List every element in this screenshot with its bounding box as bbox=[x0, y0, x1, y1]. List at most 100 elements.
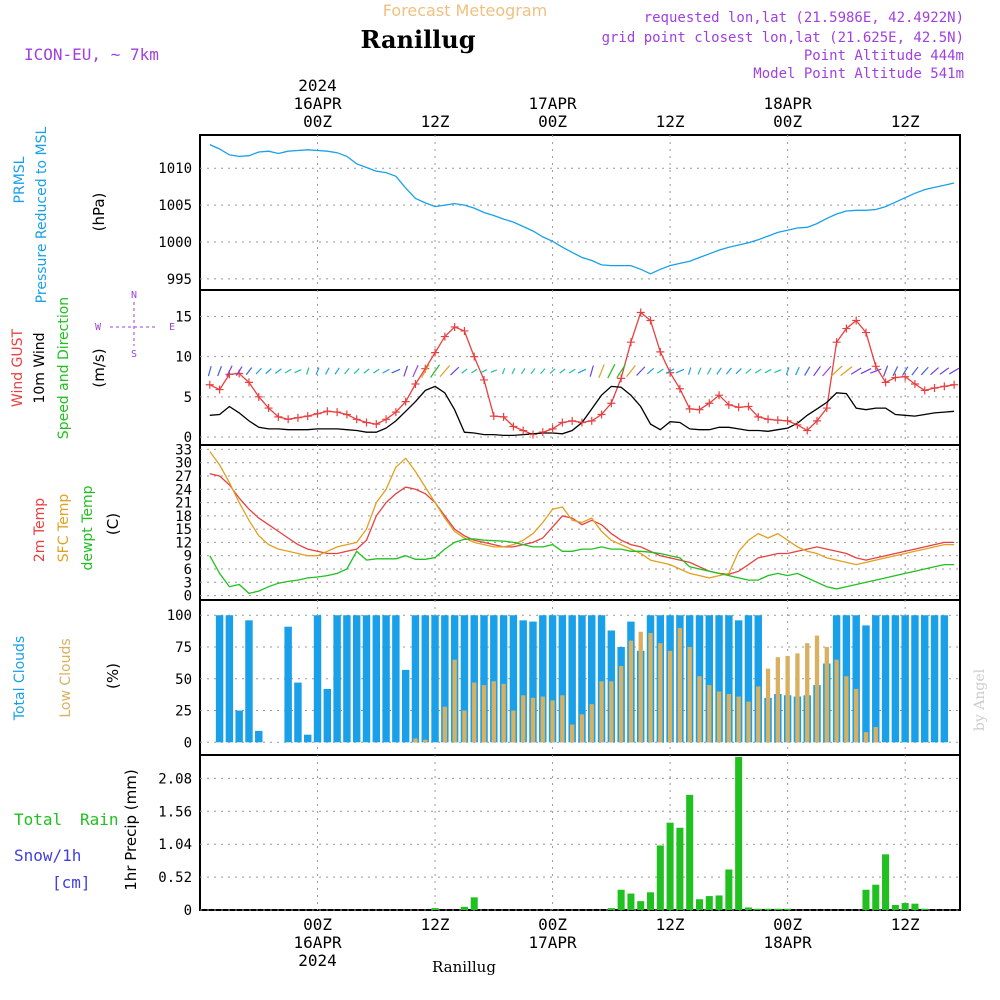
total-cloud-bar bbox=[519, 620, 527, 743]
gust-marker bbox=[607, 399, 616, 408]
rain-bar bbox=[744, 907, 752, 910]
gust-marker bbox=[274, 412, 283, 421]
wind-direction-arrow bbox=[471, 368, 478, 374]
wind-direction-arrow bbox=[511, 368, 516, 375]
low-cloud-bar bbox=[423, 739, 428, 743]
credit-watermark: by Angel bbox=[972, 668, 988, 731]
ytick-label-temperature: 33 bbox=[175, 442, 192, 458]
gust-marker bbox=[744, 402, 753, 411]
gust-marker bbox=[910, 379, 919, 388]
rain-bar bbox=[470, 897, 478, 910]
location-title: Ranillug bbox=[360, 25, 475, 54]
wind-direction-arrow bbox=[284, 368, 292, 374]
total-cloud-bar bbox=[313, 615, 322, 743]
wind-direction-arrow bbox=[461, 368, 468, 374]
total-cloud-bar bbox=[372, 615, 381, 743]
gust-marker bbox=[597, 410, 606, 419]
wind-direction-arrow bbox=[949, 367, 960, 375]
wind-direction-arrow bbox=[754, 368, 762, 374]
gust-marker bbox=[440, 332, 449, 341]
wind-direction-arrow bbox=[353, 368, 360, 375]
low-cloud-bar bbox=[521, 695, 526, 743]
low-cloud-bar bbox=[481, 685, 487, 743]
wind-direction-arrow bbox=[226, 365, 233, 377]
gust-marker bbox=[715, 391, 724, 400]
rain-bar bbox=[676, 827, 684, 910]
wind-direction-arrow bbox=[911, 366, 919, 376]
wind-direction-arrow bbox=[540, 368, 546, 375]
low-cloud-bar bbox=[716, 691, 722, 743]
ytick-label-temperature: 9 bbox=[184, 549, 192, 565]
low-cloud-bar bbox=[658, 643, 663, 743]
gust-marker bbox=[254, 392, 263, 401]
low-cloud-bar bbox=[638, 631, 643, 743]
low-cloud-bar bbox=[648, 633, 653, 743]
gust-marker bbox=[881, 378, 890, 387]
total-cloud-bar bbox=[588, 615, 596, 743]
gust-marker bbox=[734, 403, 743, 412]
total-cloud-bar bbox=[558, 615, 567, 743]
compass-w: W bbox=[95, 322, 102, 333]
ytick-label-clouds: 25 bbox=[175, 704, 192, 720]
top-time-label: 12Z bbox=[891, 112, 920, 131]
low-cloud-bar bbox=[540, 696, 545, 743]
total-cloud-bar bbox=[705, 615, 713, 743]
rain-bar bbox=[617, 889, 625, 910]
low-cloud-bar bbox=[805, 643, 810, 743]
gust-marker bbox=[460, 326, 469, 335]
wind-direction-arrow bbox=[607, 363, 616, 379]
low-cloud-bar bbox=[697, 676, 702, 743]
ytick-label-temperature: 21 bbox=[175, 496, 192, 512]
ytick-label-temperature: 18 bbox=[175, 509, 192, 525]
model-altitude: Model Point Altitude 541m bbox=[753, 66, 964, 82]
wind-direction-arrow bbox=[735, 368, 742, 375]
low-cloud-bar bbox=[530, 697, 536, 743]
total-cloud-bar bbox=[255, 730, 263, 743]
wind-direction-arrow bbox=[589, 365, 594, 377]
ytick-label-precipitation: 0 bbox=[184, 903, 192, 919]
bottom-time-label: 2024 bbox=[298, 951, 337, 970]
total-cloud-bar bbox=[284, 626, 292, 743]
total-cloud-bar bbox=[235, 710, 243, 743]
rain-bar bbox=[754, 908, 762, 910]
gust-marker bbox=[656, 347, 665, 356]
wind-direction-arrow bbox=[382, 368, 390, 374]
bottom-time-label: 00Z bbox=[773, 915, 802, 934]
wind-direction-arrow bbox=[716, 367, 722, 375]
total-cloud-bar bbox=[734, 620, 743, 743]
wind-direction-arrow bbox=[235, 366, 243, 377]
low-cloud-bar bbox=[765, 668, 771, 743]
ytick-label-temperature: 12 bbox=[175, 535, 192, 551]
wind-direction-arrow bbox=[626, 365, 636, 378]
top-time-label: 18APR bbox=[764, 94, 813, 113]
gust-marker bbox=[871, 362, 880, 371]
wind-direction-arrow bbox=[439, 365, 451, 378]
wind-direction-arrow bbox=[403, 365, 409, 377]
top-time-label: 12Z bbox=[656, 112, 685, 131]
low-cloud-bar bbox=[628, 640, 634, 743]
gust-marker bbox=[832, 338, 841, 347]
top-time-label: 17APR bbox=[528, 94, 577, 113]
low-cloud-bar bbox=[756, 686, 761, 743]
total-cloud-bar bbox=[441, 615, 449, 743]
total-cloud-bar bbox=[509, 615, 518, 743]
low-cloud-bar bbox=[834, 659, 839, 743]
wind-direction-arrow bbox=[745, 368, 752, 374]
gust-marker bbox=[470, 352, 479, 361]
wind-direction-arrow bbox=[665, 368, 675, 374]
total-cloud-bar bbox=[597, 615, 606, 743]
wind-direction-arrow bbox=[860, 368, 872, 375]
gust-marker bbox=[499, 412, 508, 421]
wind-direction-arrow bbox=[656, 368, 664, 374]
rain-bar bbox=[656, 845, 664, 910]
wind-direction-arrow bbox=[930, 367, 939, 376]
wind-direction-arrow bbox=[870, 368, 882, 374]
low-cloud-bar bbox=[736, 696, 741, 743]
compass-rose: N S W E bbox=[95, 290, 175, 360]
model-label: ICON-EU, ~ 7km bbox=[24, 45, 159, 64]
gust-marker bbox=[489, 412, 498, 421]
wind-label-a: Wind GUST bbox=[10, 328, 26, 407]
wind-direction-arrow bbox=[334, 367, 340, 375]
cloud-unit: (%) bbox=[104, 663, 122, 689]
gust-marker bbox=[293, 413, 302, 422]
